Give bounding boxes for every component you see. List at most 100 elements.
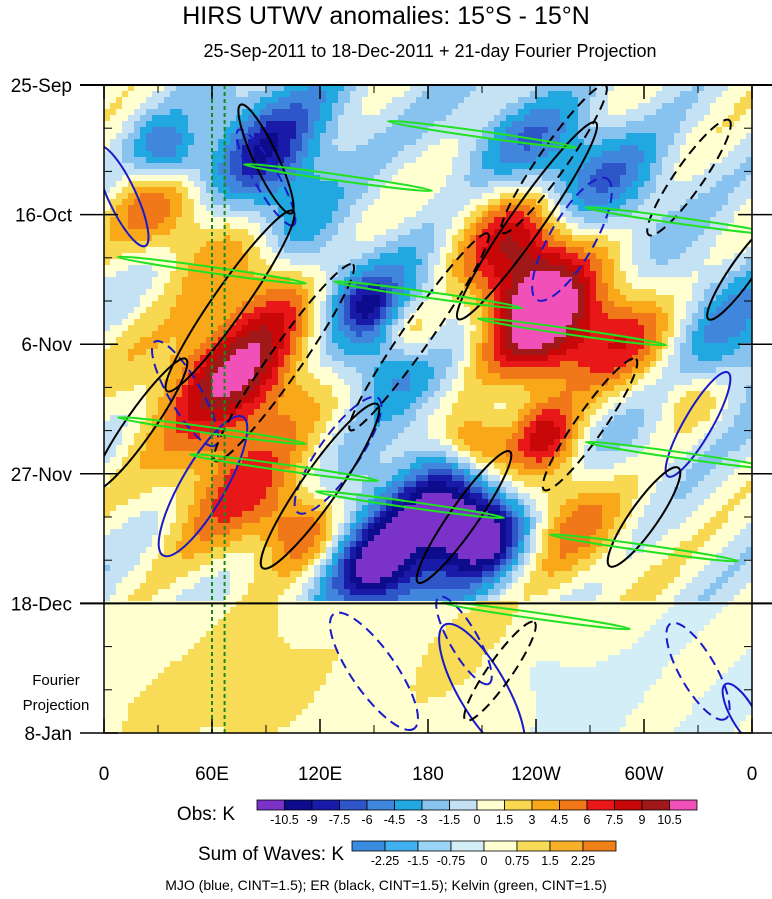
heatmap-cell — [560, 151, 567, 158]
heatmap-cell — [554, 133, 561, 140]
heatmap-cell — [110, 307, 117, 314]
heatmap-cell — [740, 181, 747, 188]
heatmap-cell — [242, 355, 249, 362]
heatmap-cell — [380, 217, 387, 224]
heatmap-cell — [650, 187, 657, 194]
heatmap-cell — [614, 217, 621, 224]
heatmap-cell — [578, 295, 585, 302]
heatmap-cell — [266, 217, 273, 224]
heatmap-cell — [488, 343, 495, 350]
heatmap-cell — [362, 109, 369, 116]
heatmap-cell — [440, 331, 447, 338]
heatmap-cell — [290, 247, 297, 254]
heatmap-cell — [254, 265, 261, 272]
heatmap-cell — [710, 241, 717, 248]
heatmap-cell — [320, 163, 327, 170]
heatmap-cell — [488, 211, 495, 218]
heatmap-cell — [218, 199, 225, 206]
heatmap-cell — [542, 247, 549, 254]
heatmap-cell — [746, 337, 752, 344]
heatmap-cell — [530, 97, 537, 104]
heatmap-cell — [740, 139, 747, 146]
heatmap-cell — [284, 289, 291, 296]
heatmap-cell — [518, 169, 525, 176]
heatmap-cell — [434, 187, 441, 194]
heatmap-cell — [470, 145, 477, 152]
heatmap-cell — [638, 241, 645, 248]
heatmap-cell — [404, 265, 411, 272]
heatmap-cell — [152, 271, 159, 278]
heatmap-cell — [398, 97, 405, 104]
heatmap-cell — [116, 109, 123, 116]
heatmap-cell — [698, 199, 705, 206]
heatmap-cell — [290, 337, 297, 344]
heatmap-cell — [284, 145, 291, 152]
heatmap-cell — [158, 253, 165, 260]
heatmap-cell — [140, 337, 147, 344]
heatmap-cell — [578, 325, 585, 332]
heatmap-cell — [170, 109, 177, 116]
heatmap-cell — [272, 85, 279, 92]
heatmap-cell — [746, 157, 752, 164]
heatmap-cell — [134, 217, 141, 224]
heatmap-cell — [182, 241, 189, 248]
heatmap-cell — [152, 205, 159, 212]
heatmap-cell — [368, 193, 375, 200]
heatmap-cell — [260, 307, 267, 314]
heatmap-cell — [116, 259, 123, 266]
heatmap-cell — [320, 349, 327, 356]
heatmap-cell — [566, 223, 573, 230]
heatmap-cell — [314, 271, 321, 278]
heatmap-cell — [404, 253, 411, 260]
heatmap-cell — [146, 301, 153, 308]
heatmap-cell — [146, 343, 153, 350]
heatmap-cell — [380, 133, 387, 140]
heatmap-cell — [524, 115, 531, 122]
heatmap-cell — [452, 121, 459, 128]
heatmap-cell — [668, 199, 675, 206]
heatmap-cell — [200, 313, 207, 320]
heatmap-cell — [428, 139, 435, 146]
heatmap-cell — [290, 283, 297, 290]
heatmap-cell — [464, 187, 471, 194]
heatmap-cell — [638, 205, 645, 212]
heatmap-cell — [284, 331, 291, 338]
heatmap-cell — [176, 169, 183, 176]
heatmap-cell — [608, 121, 615, 128]
heatmap-cell — [152, 103, 159, 110]
heatmap-cell — [404, 313, 411, 320]
heatmap-cell — [554, 307, 561, 314]
heatmap-cell — [290, 289, 297, 296]
heatmap-cell — [182, 277, 189, 284]
heatmap-cell — [254, 325, 261, 332]
heatmap-cell — [440, 259, 447, 266]
heatmap-cell — [644, 319, 651, 326]
heatmap-cell — [314, 91, 321, 98]
heatmap-cell — [344, 229, 351, 236]
heatmap-cell — [536, 85, 543, 92]
heatmap-cell — [206, 283, 213, 290]
heatmap-cell — [650, 229, 657, 236]
heatmap-cell — [230, 187, 237, 194]
heatmap-cell — [116, 145, 123, 152]
heatmap-cell — [440, 277, 447, 284]
heatmap-cell — [410, 247, 417, 254]
heatmap-cell — [440, 181, 447, 188]
heatmap-cell — [728, 283, 735, 290]
heatmap-cell — [182, 265, 189, 272]
heatmap-cell — [662, 181, 669, 188]
heatmap-cell — [572, 343, 579, 350]
heatmap-cell — [608, 319, 615, 326]
heatmap-cell — [386, 229, 393, 236]
heatmap-cell — [458, 223, 465, 230]
heatmap-cell — [266, 85, 273, 92]
heatmap-cell — [164, 325, 171, 332]
heatmap-cell — [614, 127, 621, 134]
heatmap-cell — [248, 229, 255, 236]
heatmap-cell — [650, 235, 657, 242]
heatmap-cell — [110, 355, 117, 362]
heatmap-cell — [314, 193, 321, 200]
heatmap-cell — [530, 313, 537, 320]
heatmap-cell — [200, 235, 207, 242]
heatmap-cell — [284, 259, 291, 266]
